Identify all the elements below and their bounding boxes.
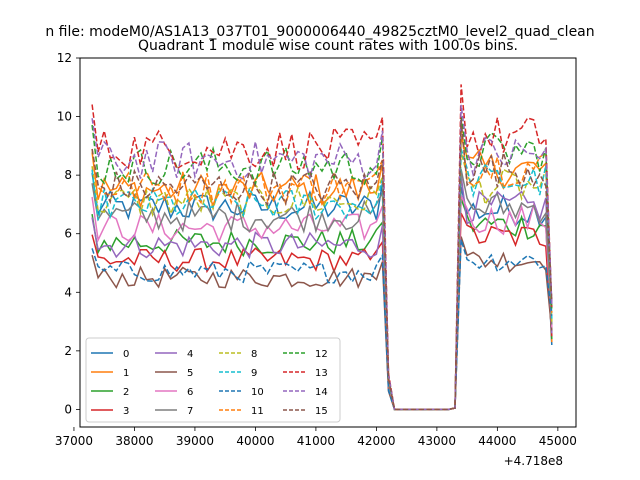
series-line-12 bbox=[91, 116, 553, 411]
y-tick-label: 2 bbox=[64, 344, 72, 358]
x-tick-label: 40000 bbox=[236, 434, 274, 448]
series-line-11 bbox=[91, 125, 553, 411]
legend-label-11: 11 bbox=[251, 406, 264, 417]
axes-layer: 37000 38000 39000 40000 41000 42000 43000 44000… bbox=[55, 51, 577, 448]
series-layer bbox=[91, 84, 553, 411]
series-line-2 bbox=[91, 198, 553, 411]
y-tick-label: 6 bbox=[64, 227, 72, 241]
legend-label-2: 2 bbox=[123, 387, 129, 398]
series-line-9 bbox=[91, 148, 553, 411]
legend-label-4: 4 bbox=[187, 349, 193, 360]
legend-label-13: 13 bbox=[315, 368, 328, 379]
legend-label-1: 1 bbox=[123, 368, 129, 379]
plot-frame bbox=[79, 57, 577, 428]
x-tick-label: 37000 bbox=[55, 434, 93, 448]
figure-suptitle: n file: modeM0/AS1A13_037T01_9000006440_… bbox=[45, 24, 594, 40]
y-tick-label: 12 bbox=[57, 51, 72, 65]
legend-label-8: 8 bbox=[251, 349, 257, 360]
legend-label-10: 10 bbox=[251, 387, 264, 398]
x-tick-label: 43000 bbox=[418, 434, 456, 448]
legend-label-12: 12 bbox=[315, 349, 328, 360]
series-line-3 bbox=[91, 212, 553, 411]
y-tick-label: 8 bbox=[64, 168, 72, 182]
legend-label-5: 5 bbox=[187, 368, 193, 379]
series-line-7 bbox=[91, 169, 553, 411]
legend-box bbox=[85, 337, 341, 423]
series-line-4 bbox=[91, 175, 553, 411]
legend-label-6: 6 bbox=[187, 387, 193, 398]
y-tick-label: 0 bbox=[64, 402, 72, 416]
chart-title: Quadrant 1 module wise count rates with … bbox=[138, 38, 518, 54]
series-line-8 bbox=[91, 151, 553, 411]
legend-label-7: 7 bbox=[187, 406, 193, 417]
x-tick-label: 44000 bbox=[478, 434, 516, 448]
x-tick-label: 38000 bbox=[115, 434, 153, 448]
legend-label-0: 0 bbox=[123, 349, 129, 360]
x-tick-label: 42000 bbox=[357, 434, 395, 448]
legend-label-14: 14 bbox=[315, 387, 328, 398]
series-line-5 bbox=[91, 236, 553, 411]
x-offset-label: +4.718e8 bbox=[504, 454, 563, 468]
x-tick-label: 39000 bbox=[176, 434, 214, 448]
series-line-10 bbox=[91, 239, 553, 411]
series-line-15 bbox=[91, 119, 553, 411]
series-line-14 bbox=[91, 104, 553, 411]
y-tick-label: 4 bbox=[64, 285, 72, 299]
legend-label-15: 15 bbox=[315, 406, 328, 417]
legend-label-9: 9 bbox=[251, 368, 257, 379]
x-tick-label: 41000 bbox=[297, 434, 335, 448]
series-line-6 bbox=[91, 195, 553, 411]
legend-label-3: 3 bbox=[123, 406, 129, 417]
x-tick-label: 45000 bbox=[539, 434, 577, 448]
y-tick-label: 10 bbox=[57, 110, 72, 124]
